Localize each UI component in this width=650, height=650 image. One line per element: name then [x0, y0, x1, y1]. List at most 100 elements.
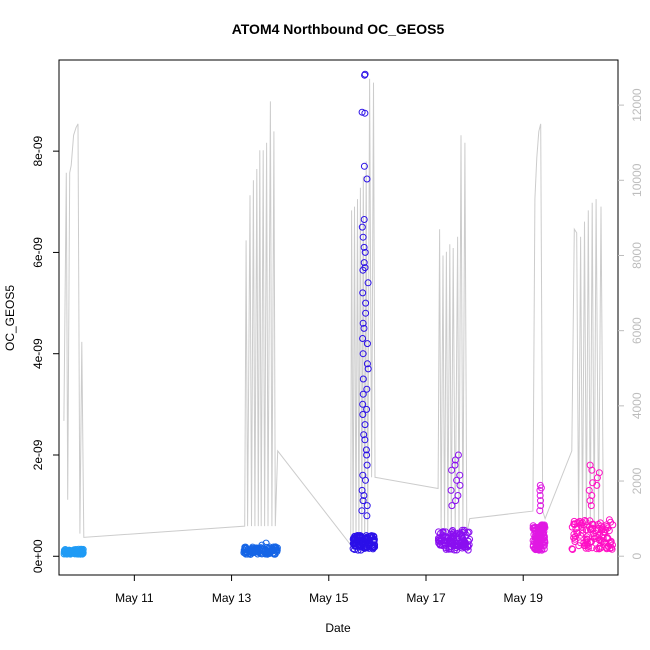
y-tick-label: 6e-09: [31, 237, 45, 268]
data-point: [361, 436, 369, 444]
data-point: [436, 540, 444, 548]
data-point: [583, 535, 591, 543]
data-point: [451, 461, 459, 469]
altitude-line-layer: [63, 78, 604, 547]
data-point: [460, 526, 468, 534]
data-point: [568, 545, 576, 553]
data-point: [594, 524, 602, 532]
data-point: [258, 550, 266, 558]
data-point: [362, 476, 369, 484]
data-point: [437, 535, 445, 543]
data-point: [578, 519, 586, 527]
data-point: [537, 502, 545, 510]
y-tick-label: 0e+00: [31, 539, 45, 573]
data-point: [358, 507, 366, 515]
data-point: [570, 534, 578, 542]
data-point: [532, 529, 540, 537]
data-point: [371, 543, 379, 551]
data-point: [448, 502, 456, 510]
data-point: [360, 324, 368, 332]
data-point: [359, 497, 367, 505]
data-point: [362, 309, 370, 317]
data-point: [248, 549, 256, 557]
data-point: [364, 365, 372, 373]
data-point: [456, 471, 464, 479]
data-point: [453, 540, 460, 548]
data-point: [363, 461, 371, 469]
data-point: [262, 539, 270, 547]
data-point: [457, 538, 465, 546]
data-point: [588, 466, 596, 474]
data-point: [599, 531, 607, 539]
x-tick-label: May 13: [212, 591, 252, 605]
data-point: [359, 350, 367, 358]
data-point: [465, 541, 473, 549]
data-point: [574, 529, 582, 537]
series-1: [60, 545, 87, 558]
data-point: [355, 537, 363, 545]
data-point: [359, 289, 367, 297]
data-point: [65, 547, 73, 554]
data-point: [359, 319, 367, 327]
data-point: [438, 534, 446, 542]
data-point: [599, 526, 606, 533]
data-point: [448, 466, 456, 474]
data-point: [604, 542, 612, 550]
data-point: [594, 520, 602, 528]
data-point: [359, 266, 367, 274]
data-point: [69, 547, 77, 555]
data-point: [363, 340, 371, 348]
data-point: [359, 335, 367, 342]
data-point: [359, 411, 367, 418]
data-point: [360, 259, 368, 267]
data-point: [363, 405, 371, 413]
y-tick-label: 4e-09: [31, 338, 45, 369]
x-tick-label: May 11: [115, 591, 154, 605]
data-point: [603, 535, 611, 543]
data-point: [441, 533, 449, 541]
data-point: [458, 526, 466, 534]
chart-title: ATOM4 Northbound OC_GEOS5: [232, 21, 445, 37]
data-point: [363, 175, 371, 183]
data-point: [358, 223, 366, 231]
y-axis-label: OC_GEOS5: [3, 285, 17, 351]
data-point: [465, 528, 473, 536]
series-6: [568, 461, 617, 553]
y2-tick-label: 4000: [630, 392, 644, 419]
plot-frame: [58, 59, 619, 576]
data-point: [361, 421, 369, 429]
data-point: [363, 385, 371, 393]
data-point: [361, 70, 369, 78]
data-point: [537, 497, 544, 505]
data-point: [569, 546, 577, 553]
data-point: [540, 542, 548, 549]
data-point: [536, 507, 544, 515]
series-3: [349, 70, 379, 554]
data-point: [460, 539, 468, 547]
data-point: [240, 546, 248, 554]
data-point: [362, 543, 370, 551]
data-point: [592, 533, 600, 541]
data-point: [435, 539, 443, 547]
data-point: [596, 542, 604, 550]
data-point: [586, 497, 594, 505]
data-point: [370, 533, 378, 541]
data-point: [456, 481, 464, 489]
data-point: [587, 502, 595, 510]
data-point: [359, 390, 367, 398]
axes-layer: 0e+00 2e-09 4e-09 6e-09 8e-09 0 2000 4000 6000 80…: [31, 88, 644, 605]
data-point: [536, 486, 544, 494]
series-4: [434, 451, 474, 554]
data-point: [572, 525, 580, 533]
data-point: [360, 243, 368, 251]
y2-tick-label: 8000: [630, 242, 644, 269]
data-point: [532, 542, 540, 549]
data-point: [361, 248, 369, 256]
data-point: [359, 375, 367, 383]
data-point: [360, 544, 368, 552]
data-point: [584, 542, 592, 550]
x-tick-label: May 15: [309, 591, 349, 605]
data-point: [435, 528, 442, 536]
data-point: [462, 543, 469, 551]
y2-tick-label: 10000: [630, 163, 644, 197]
